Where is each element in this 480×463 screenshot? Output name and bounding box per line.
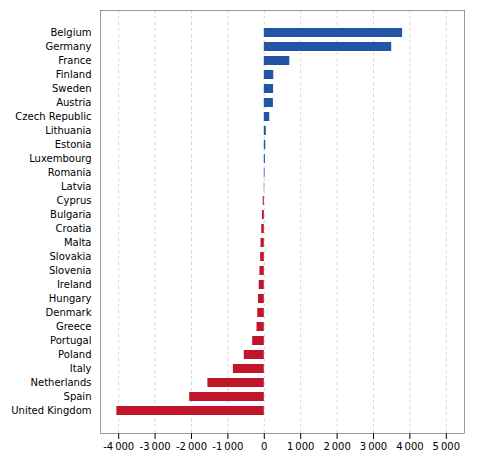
svg-text:Ireland: Ireland bbox=[57, 279, 92, 290]
svg-text:Croatia: Croatia bbox=[56, 223, 92, 234]
svg-text:Netherlands: Netherlands bbox=[31, 377, 92, 388]
svg-text:Estonia: Estonia bbox=[55, 139, 92, 150]
svg-text:Bulgaria: Bulgaria bbox=[50, 209, 91, 220]
svg-text:Belgium: Belgium bbox=[51, 27, 92, 38]
svg-text:-2 000: -2 000 bbox=[176, 441, 207, 452]
svg-text:Denmark: Denmark bbox=[46, 307, 92, 318]
svg-text:Slovakia: Slovakia bbox=[50, 251, 92, 262]
svg-text:Poland: Poland bbox=[58, 349, 91, 360]
svg-text:Finland: Finland bbox=[56, 69, 92, 80]
svg-text:Cyprus: Cyprus bbox=[57, 195, 92, 206]
svg-text:Malta: Malta bbox=[64, 237, 92, 248]
svg-text:Austria: Austria bbox=[56, 97, 91, 108]
svg-text:Czech Republic: Czech Republic bbox=[15, 111, 91, 122]
svg-text:Spain: Spain bbox=[64, 391, 92, 402]
svg-text:Romania: Romania bbox=[48, 167, 92, 178]
svg-text:5 000: 5 000 bbox=[433, 441, 460, 452]
svg-text:Hungary: Hungary bbox=[49, 293, 92, 304]
svg-text:Latvia: Latvia bbox=[61, 181, 91, 192]
svg-text:Lithuania: Lithuania bbox=[45, 125, 91, 136]
svg-text:Sweden: Sweden bbox=[52, 83, 92, 94]
svg-text:Greece: Greece bbox=[56, 321, 92, 332]
svg-text:-3 000: -3 000 bbox=[140, 441, 171, 452]
svg-text:Italy: Italy bbox=[70, 363, 92, 374]
svg-text:-1 000: -1 000 bbox=[212, 441, 243, 452]
svg-text:United Kingdom: United Kingdom bbox=[11, 405, 91, 416]
svg-text:3 000: 3 000 bbox=[360, 441, 387, 452]
svg-text:Luxembourg: Luxembourg bbox=[29, 153, 91, 164]
svg-text:Germany: Germany bbox=[46, 41, 92, 52]
svg-text:2 000: 2 000 bbox=[323, 441, 350, 452]
svg-text:Slovenia: Slovenia bbox=[49, 265, 92, 276]
svg-text:France: France bbox=[58, 55, 91, 66]
svg-text:1 000: 1 000 bbox=[287, 441, 314, 452]
svg-text:Portugal: Portugal bbox=[50, 335, 91, 346]
svg-text:-4 000: -4 000 bbox=[103, 441, 134, 452]
svg-text:0: 0 bbox=[261, 441, 267, 452]
svg-text:4 000: 4 000 bbox=[396, 441, 423, 452]
